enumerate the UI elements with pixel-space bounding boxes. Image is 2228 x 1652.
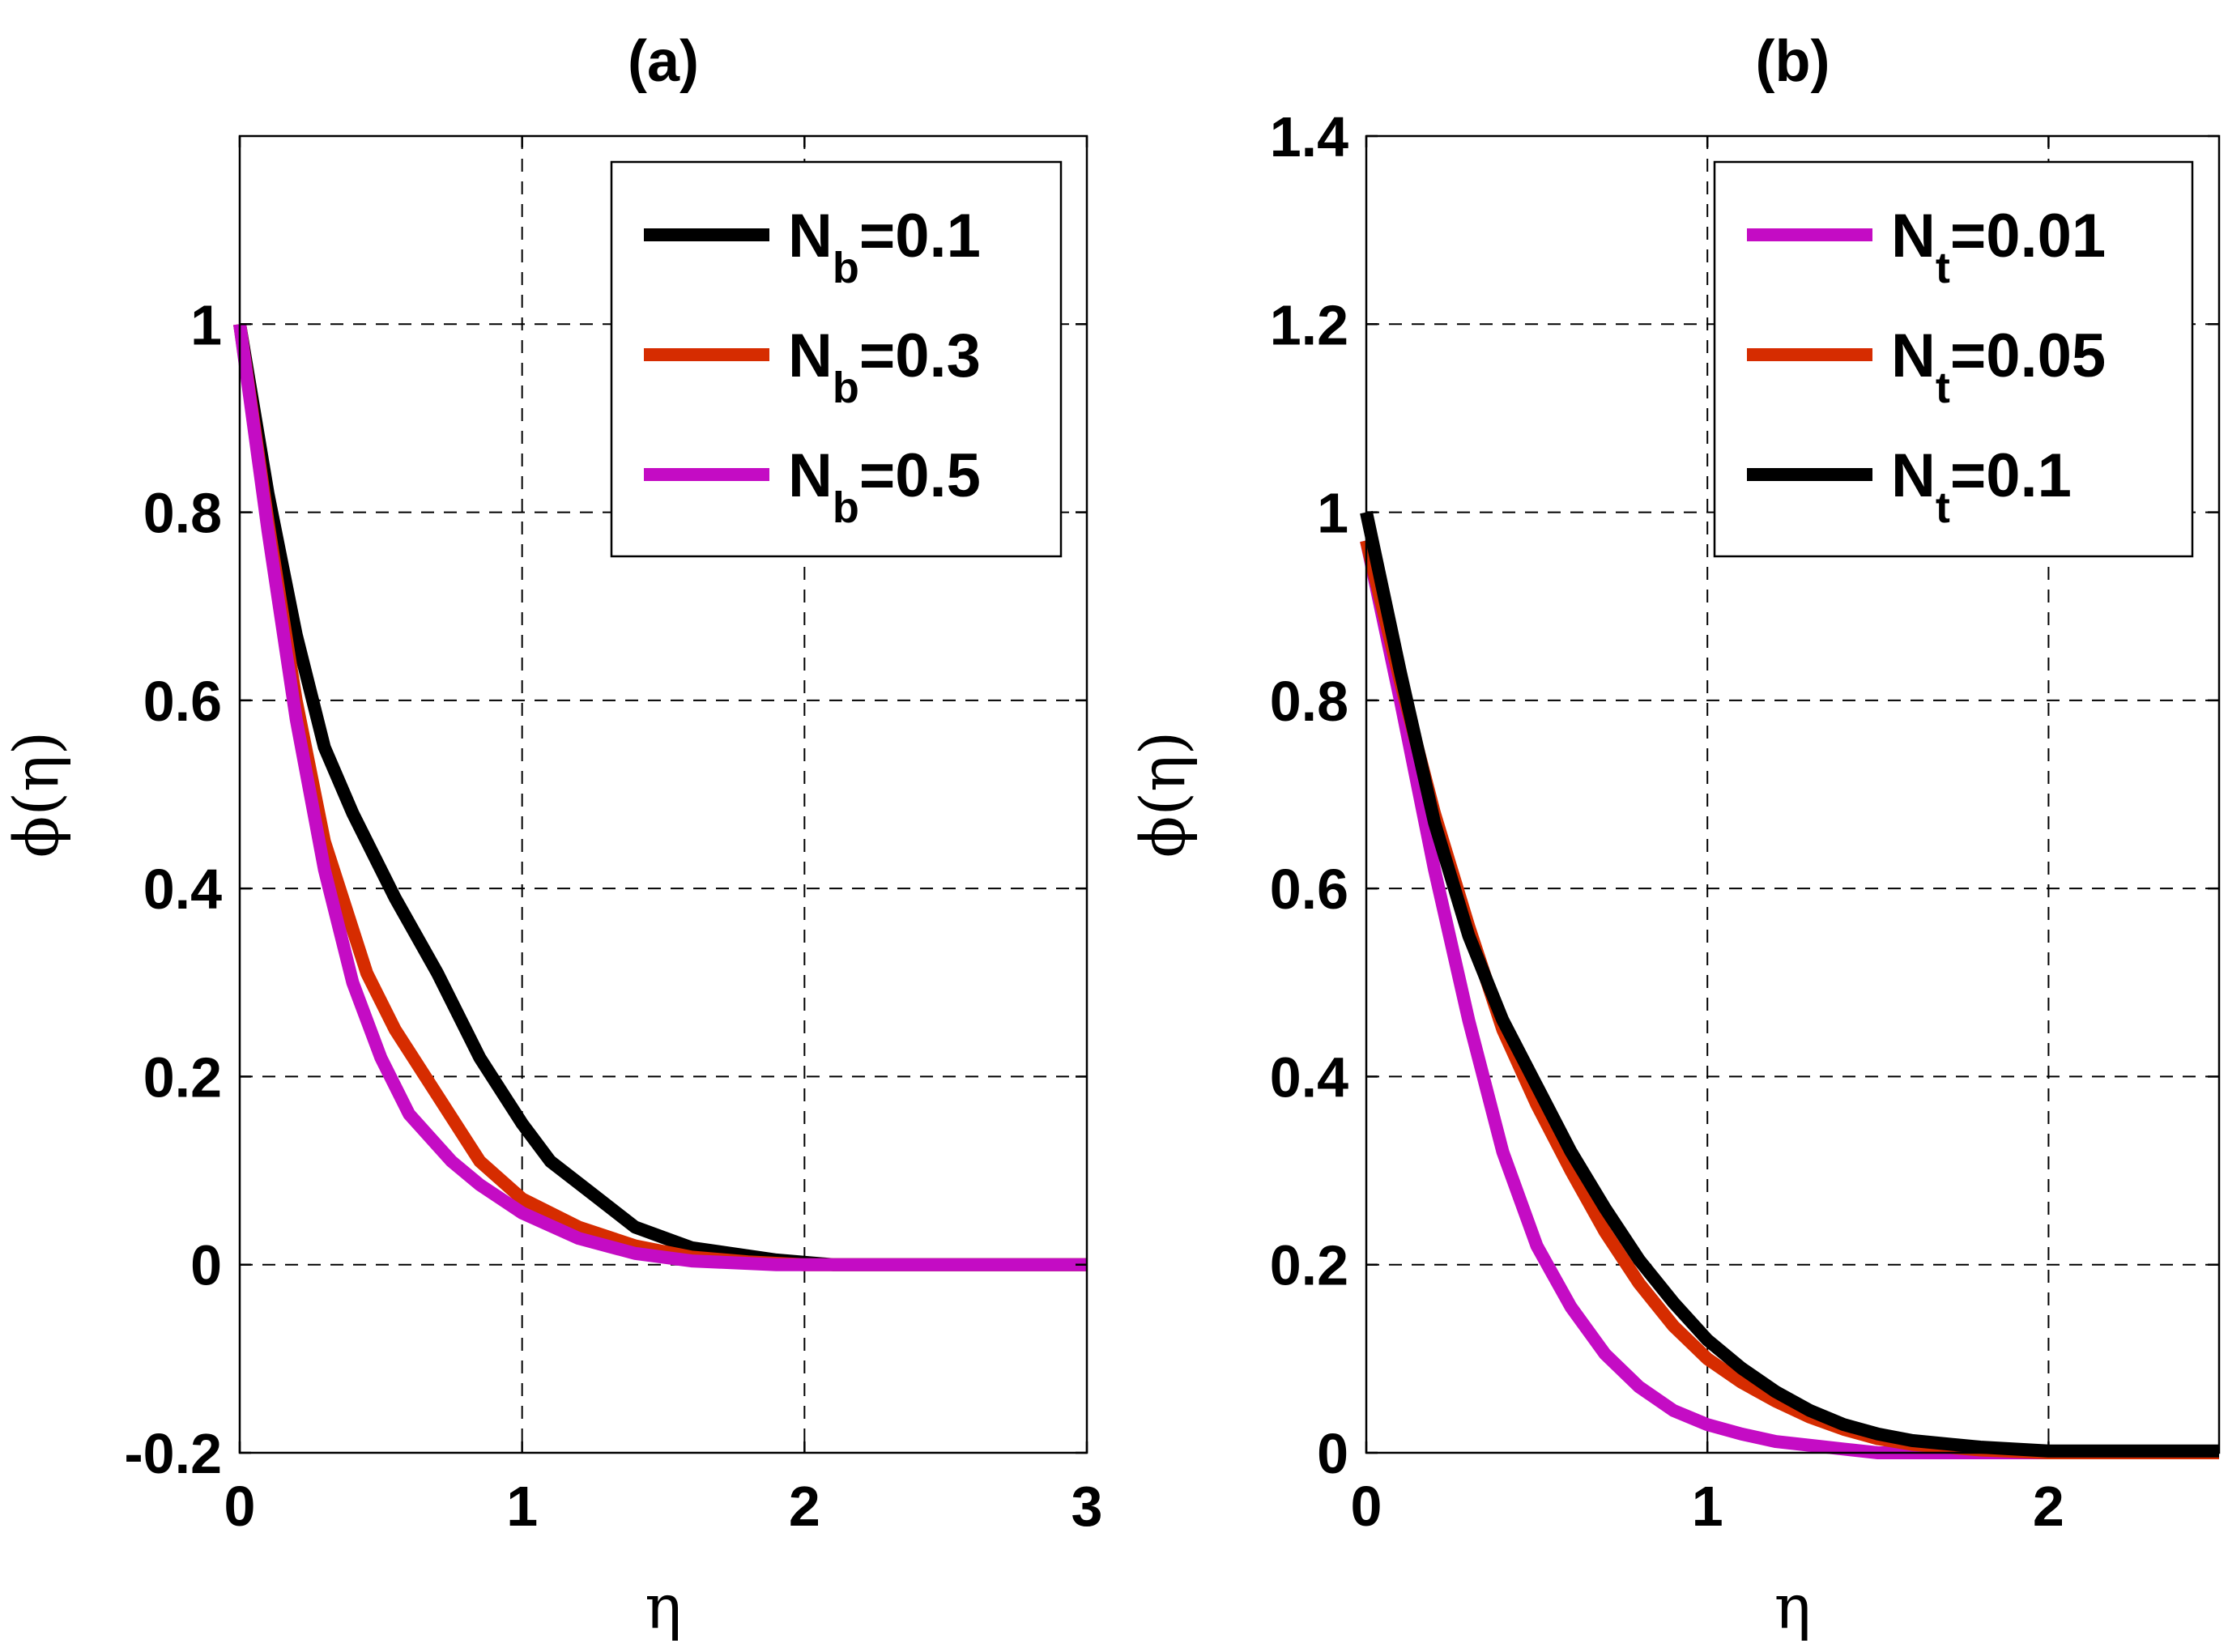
y-tick-label: 0.8 [1270,670,1348,733]
legend-label-Nt=0.05: Nt=0.05 [1891,321,2106,412]
panels: 0 1 2 3-0.200.20.40.60.81(a)ηϕ(η)Nb=0.1Nb=0… [0,29,2221,1642]
series-line-Nt=0.01 [1360,539,2219,1459]
axes-frame [238,134,1088,1454]
x-tick-label: 2 [789,1475,820,1538]
legend-label-value: =0.01 [1950,202,2106,270]
legend-label-main: N [1891,202,1936,270]
series-line-Nb=0.1 [233,322,1087,1271]
y-tick-label: 0.4 [1270,1045,1348,1109]
legend-label-value: =0.1 [859,202,981,270]
legend-label-main: N [1891,441,1936,510]
legend-label-Nt=0.01: Nt=0.01 [1891,202,2106,292]
legend-label-subscript: t [1936,483,1950,532]
chart-panel-1: 0 1 200.20.40.60.811.21.4(b)ηϕ(η)Nt=0.01Nt… [1127,29,2221,1642]
legend-label-value: =0.1 [1950,441,2072,510]
y-tick-label: 0.8 [143,482,222,545]
legend-label-Nb=0.1: Nb=0.1 [788,202,981,292]
y-tick-label: -0.2 [124,1422,222,1485]
x-tick-label: 0 [1351,1475,1382,1538]
series-line-Nb=0.5 [233,323,1087,1271]
y-axis-label: ϕ(η) [1127,731,1199,858]
x-axis-label: η [1774,1570,1812,1642]
legend-label-main: N [788,321,833,390]
y-tick-label: 0 [1317,1422,1348,1485]
legend-label-subscript: b [833,244,859,292]
legend-label-main: N [788,441,833,510]
x-tick-label: 1 [1692,1475,1723,1538]
legend-label-Nb=0.3: Nb=0.3 [788,321,981,412]
y-tick-label: 0.6 [1270,858,1348,921]
legend-label-value: =0.5 [859,441,981,510]
y-tick-label: 0 [190,1234,222,1297]
y-tick-label: 1 [1317,482,1348,545]
y-tick-label: 0.2 [143,1045,222,1109]
legend-label-subscript: b [833,364,859,412]
y-tick-label: 0.4 [143,858,222,921]
y-tick-label: 1.2 [1270,293,1348,356]
panel-title: (a) [628,29,699,94]
legend-label-Nb=0.5: Nb=0.5 [788,441,981,532]
x-axis-label: η [645,1570,682,1642]
x-tick-label: 3 [1071,1475,1103,1538]
legend-box [610,160,1063,558]
y-tick-label: 1 [190,293,222,356]
legend-label-subscript: t [1936,244,1950,292]
legend-label-value: =0.05 [1950,321,2106,390]
chart-panel-0: 0 1 2 3-0.200.20.40.60.81(a)ηϕ(η)Nb=0.1Nb=0… [0,29,1102,1642]
legend: Nb=0.1Nb=0.3Nb=0.5 [610,160,1063,558]
x-tick-label: 0 [224,1475,256,1538]
axes-frame [1365,134,2221,1454]
legend-label-value: =0.3 [859,321,981,390]
panel-title: (b) [1756,29,1830,94]
y-tick-label: 1.4 [1270,105,1348,168]
legend-label-Nt=0.1: Nt=0.1 [1891,441,2072,532]
y-axis-label: ϕ(η) [0,731,72,858]
legend-label-subscript: t [1936,364,1950,412]
series-line-Nt=0.1 [1360,510,2219,1458]
legend-label-subscript: b [833,483,859,532]
y-tick-label: 0.6 [143,670,222,733]
y-tick-label: 0.2 [1270,1234,1348,1297]
x-tick-label: 1 [506,1475,538,1538]
legend-label-main: N [1891,321,1936,390]
legend-label-main: N [788,202,833,270]
x-tick-label: 2 [2033,1475,2064,1538]
